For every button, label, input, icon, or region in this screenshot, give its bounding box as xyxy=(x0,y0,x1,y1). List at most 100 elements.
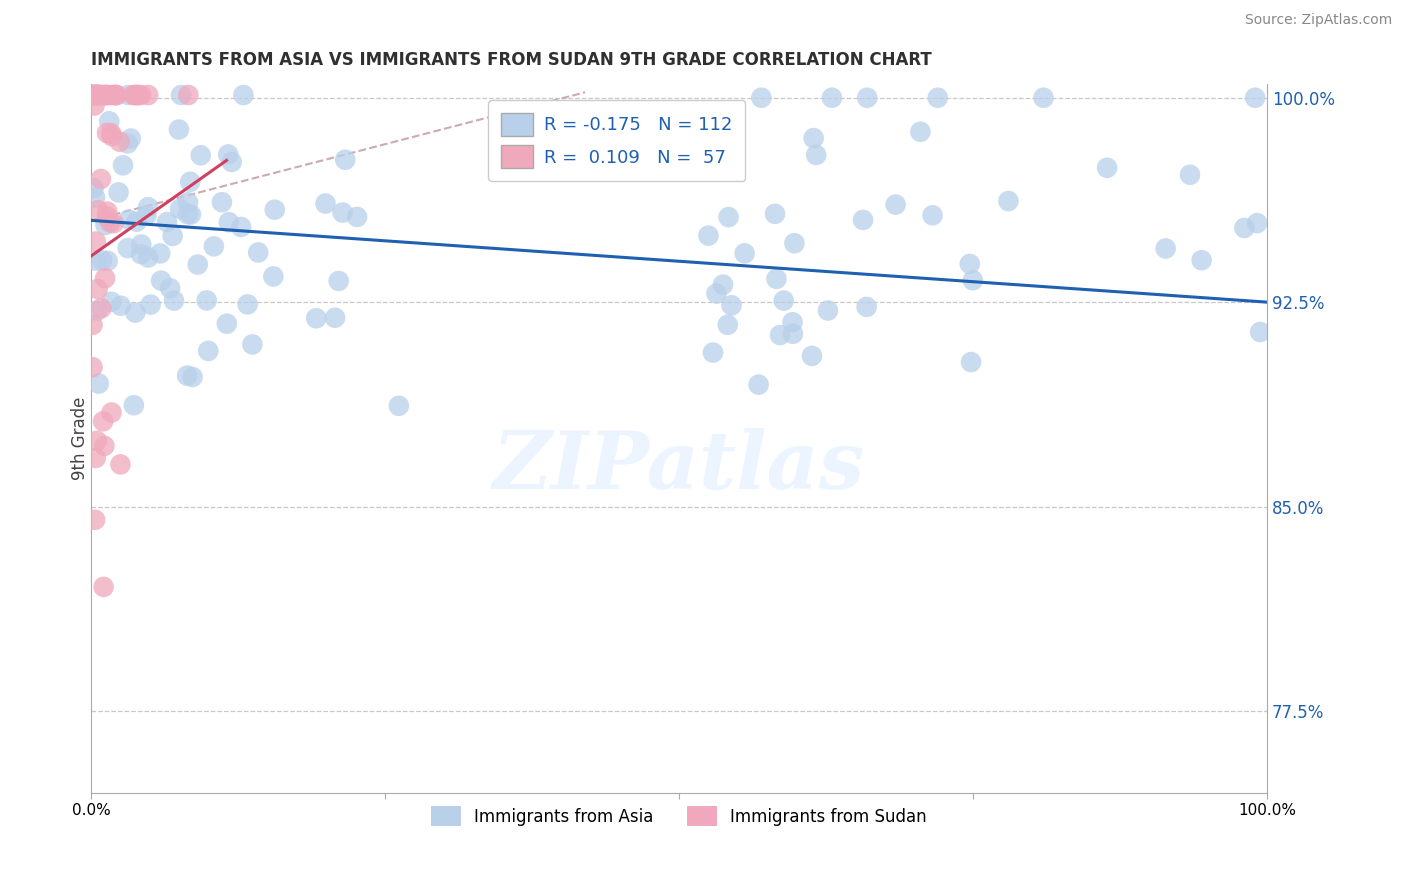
Point xyxy=(82,88,104,103)
Point xyxy=(803,131,825,145)
Point xyxy=(187,258,209,272)
Point xyxy=(89,88,111,103)
Point xyxy=(86,282,108,296)
Point xyxy=(122,88,145,103)
Point xyxy=(136,200,159,214)
Point xyxy=(169,202,191,216)
Point xyxy=(305,311,328,326)
Point xyxy=(100,127,122,141)
Point xyxy=(87,88,110,103)
Point xyxy=(84,253,107,268)
Point xyxy=(769,328,792,343)
Point xyxy=(162,229,184,244)
Point xyxy=(179,175,201,189)
Point xyxy=(84,235,107,249)
Point xyxy=(129,247,152,261)
Point xyxy=(122,398,145,412)
Point xyxy=(125,88,148,103)
Point xyxy=(94,271,117,285)
Point xyxy=(852,213,875,227)
Point xyxy=(86,88,108,103)
Point xyxy=(103,216,125,230)
Point xyxy=(806,148,828,162)
Point xyxy=(89,88,111,103)
Point xyxy=(86,88,108,103)
Point xyxy=(177,207,200,221)
Point xyxy=(82,360,104,375)
Point xyxy=(765,272,787,286)
Point xyxy=(131,237,153,252)
Point xyxy=(105,88,128,103)
Point xyxy=(100,294,122,309)
Point xyxy=(215,317,238,331)
Point xyxy=(263,202,285,217)
Point xyxy=(763,207,786,221)
Point xyxy=(782,326,804,341)
Point xyxy=(229,219,252,234)
Point xyxy=(84,88,107,103)
Point xyxy=(107,186,129,200)
Point xyxy=(84,513,107,527)
Point xyxy=(84,88,107,103)
Point xyxy=(84,450,107,465)
Point xyxy=(218,215,240,229)
Point xyxy=(782,315,804,329)
Point xyxy=(734,246,756,260)
Point xyxy=(167,122,190,136)
Point xyxy=(921,208,943,222)
Point xyxy=(323,310,346,325)
Point xyxy=(82,318,104,332)
Point xyxy=(190,148,212,162)
Point xyxy=(176,368,198,383)
Point xyxy=(91,88,114,103)
Point xyxy=(104,88,127,103)
Point xyxy=(84,88,107,103)
Point xyxy=(177,195,200,210)
Point xyxy=(96,210,118,224)
Point xyxy=(217,147,239,161)
Point xyxy=(90,301,112,316)
Point xyxy=(335,153,357,167)
Point xyxy=(98,215,121,229)
Point xyxy=(821,91,844,105)
Point xyxy=(93,88,115,103)
Point xyxy=(232,88,254,103)
Point xyxy=(717,318,740,332)
Point xyxy=(332,205,354,219)
Point xyxy=(117,241,139,255)
Point xyxy=(100,88,122,103)
Point xyxy=(1032,91,1054,105)
Point xyxy=(94,218,117,232)
Point xyxy=(149,246,172,260)
Point xyxy=(110,299,132,313)
Point xyxy=(170,88,193,103)
Point xyxy=(91,253,114,268)
Point xyxy=(108,135,131,149)
Point xyxy=(125,214,148,228)
Point xyxy=(124,88,146,103)
Point xyxy=(211,195,233,210)
Point xyxy=(82,88,104,103)
Point xyxy=(110,458,132,472)
Point xyxy=(94,88,117,103)
Point xyxy=(104,88,127,103)
Point xyxy=(706,286,728,301)
Point xyxy=(103,88,125,103)
Point xyxy=(135,209,157,223)
Legend: Immigrants from Asia, Immigrants from Sudan: Immigrants from Asia, Immigrants from Su… xyxy=(423,798,935,834)
Point xyxy=(96,204,118,219)
Point xyxy=(927,91,949,105)
Point xyxy=(702,345,724,359)
Point xyxy=(1249,325,1271,339)
Point xyxy=(959,257,981,271)
Point xyxy=(328,274,350,288)
Point xyxy=(97,254,120,268)
Point xyxy=(711,277,734,292)
Point xyxy=(800,349,823,363)
Point xyxy=(720,298,742,312)
Point xyxy=(180,207,202,221)
Point xyxy=(197,343,219,358)
Point xyxy=(315,196,337,211)
Text: Source: ZipAtlas.com: Source: ZipAtlas.com xyxy=(1244,13,1392,28)
Point xyxy=(181,370,204,384)
